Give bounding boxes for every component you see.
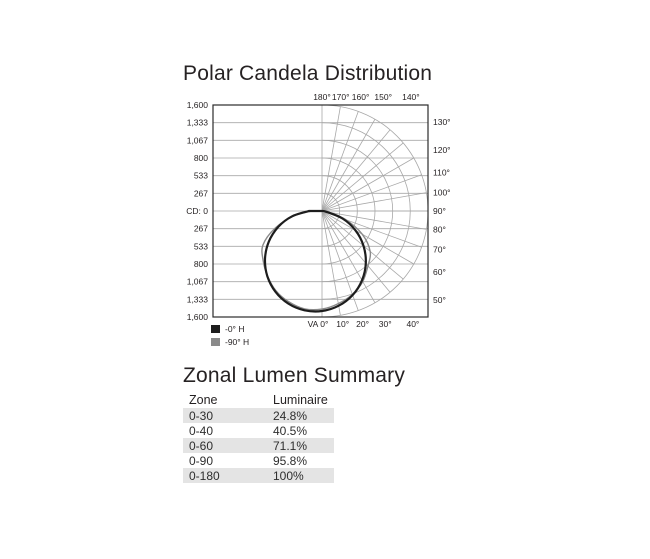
axis-labels: 1,600 1,333 1,067 800 533 267 CD: 0 267 533 800 1,…: [186, 92, 450, 329]
angle-label-top: 160°: [352, 92, 370, 102]
luminaire-cell: 71.1%: [273, 438, 308, 453]
table-row: 0-60 71.1%: [183, 438, 334, 453]
column-header-zone: Zone: [189, 392, 218, 407]
zonal-summary-title: Zonal Lumen Summary: [183, 364, 406, 387]
angle-label-right: 110°: [433, 167, 450, 177]
angle-label-bottom: 20°: [356, 319, 369, 329]
angle-label-top: 180°: [313, 92, 331, 102]
legend-swatch-black: [211, 324, 220, 333]
distribution-curve-90H: [261, 210, 372, 311]
table-row: 0-30 24.8%: [183, 408, 334, 423]
angle-label-top: 150°: [374, 92, 392, 102]
zone-cell: 0-180: [189, 468, 220, 483]
table-row: 0-180 100%: [183, 468, 334, 483]
angle-label-bottom: 40°: [406, 319, 419, 329]
angle-ray: [321, 210, 376, 303]
angle-label-right: 90°: [433, 206, 446, 216]
angle-ray: [321, 111, 359, 212]
angle-ray: [321, 142, 404, 212]
candela-tick-label: 1,067: [187, 135, 209, 145]
luminaire-cell: 95.8%: [273, 453, 308, 468]
candela-tick-label: 1,600: [187, 312, 209, 322]
legend-swatch-gray: [211, 337, 220, 346]
angle-label-bottom: 10°: [336, 319, 349, 329]
candela-tick-label: 1,333: [187, 118, 209, 128]
angle-label-right: 70°: [433, 245, 446, 255]
luminaire-cell: 40.5%: [273, 423, 308, 438]
legend-item: -90° H: [211, 335, 249, 348]
angle-label-right: 50°: [433, 295, 446, 305]
polar-grid: [213, 104, 429, 318]
angle-ray: [321, 210, 391, 293]
angle-ray: [321, 210, 341, 316]
legend-label: -90° H: [225, 336, 250, 347]
candela-tick-label: 267: [194, 224, 208, 234]
column-header-luminaire: Luminaire: [273, 392, 328, 407]
candela-tick-label: 267: [194, 188, 208, 198]
zonal-lumen-table: Zone Luminaire 0-30 24.8% 0-40 40.5% 0-60 71.…: [183, 391, 334, 483]
angle-label-right: 130°: [433, 117, 451, 127]
zone-cell: 0-30: [189, 408, 214, 423]
candela-tick-label: 800: [194, 259, 208, 269]
table-header-row: Zone Luminaire: [183, 391, 334, 408]
polar-candela-chart: 1,600 1,333 1,067 800 533 267 CD: 0 267 533 800 1,…: [186, 92, 450, 329]
angle-label-right: 80°: [433, 225, 446, 235]
zone-cell: 0-90: [189, 453, 214, 468]
candela-tick-label: 1,067: [187, 277, 209, 287]
angle-label-right: 120°: [433, 145, 451, 155]
legend-label: -0° H: [225, 323, 245, 334]
angle-label-top: 170°: [332, 92, 350, 102]
table-row: 0-40 40.5%: [183, 423, 334, 438]
angle-label-top: 140°: [402, 92, 420, 102]
plot-border: [212, 104, 429, 318]
table-row: 0-90 95.8%: [183, 453, 334, 468]
luminaire-cell: 24.8%: [273, 408, 308, 423]
zone-cell: 0-60: [189, 438, 214, 453]
luminaire-cell: 100%: [273, 468, 304, 483]
angle-ray: [321, 174, 422, 212]
zone-cell: 0-40: [189, 423, 214, 438]
angle-ray: [321, 192, 427, 212]
page-title: Polar Candela Distribution: [183, 62, 433, 85]
candela-tick-label: 1,600: [187, 100, 209, 110]
candela-tick-label: 533: [194, 241, 208, 251]
chart-legend: -0° H -90° H: [211, 322, 249, 348]
distribution-curve-0H: [263, 209, 367, 313]
angle-label-right: 100°: [433, 187, 451, 197]
legend-item: -0° H: [211, 322, 249, 335]
candela-tick-label: CD: 0: [186, 206, 208, 216]
angle-ray: [321, 118, 376, 212]
angle-label-right: 60°: [433, 267, 446, 277]
angle-ray: [321, 210, 414, 265]
angle-ray: [321, 210, 427, 230]
table-body: 0-30 24.8% 0-40 40.5% 0-60 71.1% 0-90 95.8% 0-18…: [183, 408, 334, 483]
candela-tick-label: 533: [194, 171, 208, 181]
candela-tick-label: 800: [194, 153, 208, 163]
angle-ray: [321, 129, 391, 212]
angle-label-bottom: 30°: [379, 319, 392, 329]
candela-tick-label: 1,333: [187, 294, 209, 304]
angle-ray: [321, 157, 414, 212]
angle-ray: [321, 106, 341, 212]
angle-label-bottom: VA 0°: [308, 319, 329, 329]
